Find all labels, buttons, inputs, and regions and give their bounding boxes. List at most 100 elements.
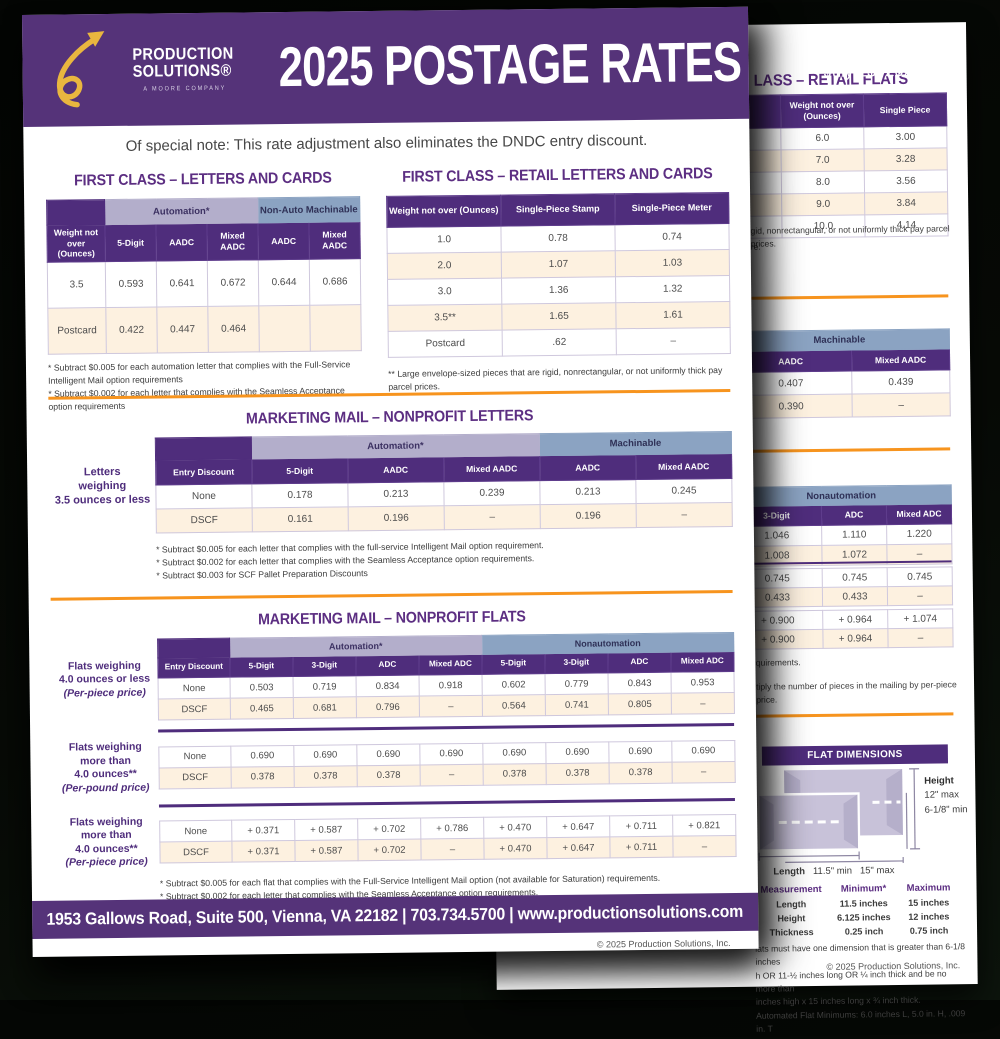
rate-cell: + 0.371 — [232, 841, 295, 863]
page2-footnote-fragment: gid, nonrectangular, or not uniformly th… — [750, 222, 950, 250]
row-label: DSCF — [156, 508, 252, 533]
rate-cell: 0.681 — [293, 697, 356, 719]
rate-cell: 0.719 — [293, 676, 356, 698]
column-header: Measurement — [753, 882, 828, 898]
group-header-machinable: Machinable — [729, 329, 949, 352]
orange-divider — [751, 294, 948, 299]
purple-divider — [158, 723, 734, 733]
rate-cell: 3.5** — [388, 304, 502, 331]
column-header: Weight not over (Ounces) — [387, 195, 501, 227]
column-header: AADC — [258, 222, 309, 260]
rate-cell: 0.245 — [636, 478, 732, 503]
group-band-row: Machinable — [729, 329, 949, 352]
column-header: Minimum* — [828, 881, 898, 897]
rate-cell: 0.465 — [230, 697, 293, 719]
rate-cell — [259, 305, 311, 352]
rate-cell: 0.213 — [348, 482, 444, 507]
mm-flats-section: MARKETING MAIL – NONPROFIT FLATS Flats w… — [51, 606, 737, 931]
rate-cell: 0.690 — [483, 742, 546, 764]
rate-cell: + 0.470 — [484, 838, 547, 860]
rate-cell: 0.433 — [822, 587, 887, 607]
flat-dimensions-notes: lats must have one dimension that is gre… — [755, 940, 966, 1036]
group-header-machinable: Machinable — [539, 431, 731, 455]
rate-cell: – — [421, 839, 484, 861]
vertical-divider — [372, 203, 374, 353]
dimension-cell: 15 inches — [899, 895, 959, 910]
dimension-cell: 0.75 inch — [899, 923, 959, 938]
rate-cell: 0.239 — [444, 481, 540, 506]
column-header: 5-Digit — [252, 458, 348, 484]
rate-cell: – — [616, 327, 730, 354]
column-header-entry: Entry Discount — [156, 459, 252, 485]
row-label: None — [156, 484, 252, 509]
rate-cell: 2.0 — [387, 252, 501, 279]
mm-flats-table-per-piece: Automation* Nonautomation Entry Discount… — [157, 632, 735, 721]
group-header-non-auto: Non-Auto Machinable — [258, 197, 360, 223]
note-line: Automated Flat Minimums: 6.0 inches L, 5… — [756, 1007, 966, 1036]
rate-cell: 0.918 — [419, 674, 482, 696]
page1-copyright: © 2025 Production Solutions, Inc. — [597, 938, 731, 950]
rate-cell: 9.0 — [782, 193, 865, 216]
rate-cell: + 0.964 — [823, 610, 888, 630]
column-header: Mixed AADC — [851, 349, 949, 371]
rate-cell: 0.834 — [356, 675, 419, 697]
mm-letters-section: MARKETING MAIL – NONPROFIT LETTERS Lette… — [49, 405, 733, 584]
rate-cell: – — [888, 628, 953, 648]
rate-cell: – — [852, 393, 950, 417]
rate-cell: + 0.821 — [673, 815, 736, 837]
logo-swoosh-icon — [48, 30, 127, 111]
rate-cell: 0.745 — [822, 568, 887, 588]
rate-cell: 0.843 — [608, 672, 671, 694]
fc-letters-block: FIRST CLASS – LETTERS AND CARDS Automati… — [46, 169, 363, 414]
rate-cell: 7.0 — [781, 149, 864, 172]
row-label: DSCF — [160, 842, 232, 864]
mm-flats-title: MARKETING MAIL – NONPROFIT FLATS — [78, 606, 706, 631]
rate-cell: 1.110 — [822, 525, 887, 546]
length-label: Length — [773, 866, 805, 877]
mm-letters-table: Automation* Machinable Entry Discount 5-… — [155, 431, 733, 534]
page2-nonautomation-table: Nonautomation 3-Digit ADC Mixed ADC 1.04… — [731, 484, 953, 567]
fc-letters-table: Automation* Non-Auto Machinable Weight n… — [46, 196, 362, 355]
rate-cell: 0.672 — [207, 260, 259, 307]
length-dimension-label: Length 11.5" min 15" max — [773, 865, 894, 877]
rate-cell: 3.00 — [864, 126, 947, 149]
table-header-row: Weight not over (Ounces) 5-Digit AADC Mi… — [47, 222, 360, 263]
column-header: 5-Digit — [482, 654, 545, 675]
group-band-row: Automation* Non-Auto Machinable — [47, 197, 360, 226]
first-class-section: FIRST CLASS – LETTERS AND CARDS Automati… — [46, 165, 731, 414]
column-header: 3-Digit — [293, 656, 356, 677]
rate-cell: + 0.587 — [295, 819, 358, 841]
dimension-cell: Height — [754, 911, 829, 926]
fc-letters-title: FIRST CLASS – LETTERS AND CARDS — [58, 169, 347, 190]
table-row: Postcard 0.422 0.447 0.464 — [48, 305, 362, 355]
mm-letters-footnotes: * Subtract $0.005 for each letter that c… — [156, 537, 732, 583]
column-header: Mixed ADC — [671, 651, 734, 672]
column-header-weight: Weight not over (Ounces) — [47, 225, 105, 263]
footer-address-bar: 1953 Gallows Road, Suite 500, Vienna, VA… — [32, 893, 758, 939]
rate-cell: 0.378 — [546, 763, 609, 785]
row-label: None — [160, 821, 232, 843]
column-header: Mixed AADC — [444, 456, 540, 482]
column-header: Single-Piece Meter — [615, 192, 729, 224]
logo-wordmark: PRODUCTION SOLUTIONS® A MOORE COMPANY — [132, 46, 251, 93]
rate-cell: 0.690 — [231, 745, 294, 767]
dimension-cell: 12 inches — [899, 909, 959, 924]
mm-letters-side-label: Letters weighing 3.5 ounces or less — [49, 464, 155, 508]
height-max-value: 12" max — [924, 790, 959, 801]
column-header: Mixed AADC — [309, 222, 360, 260]
rate-cell: 0.378 — [294, 766, 357, 788]
column-header: Mixed AADC — [207, 223, 258, 261]
corner-cell — [47, 200, 105, 226]
group-header-automation: Automation* — [105, 198, 258, 225]
dimension-cell: 11.5 inches — [829, 896, 899, 911]
fc-retail-block: FIRST CLASS – RETAIL LETTERS AND CARDS W… — [386, 165, 732, 410]
rate-cell: 1.07 — [501, 251, 615, 278]
rate-cell: 0.690 — [672, 740, 735, 762]
rate-cell: 0.213 — [540, 480, 636, 505]
